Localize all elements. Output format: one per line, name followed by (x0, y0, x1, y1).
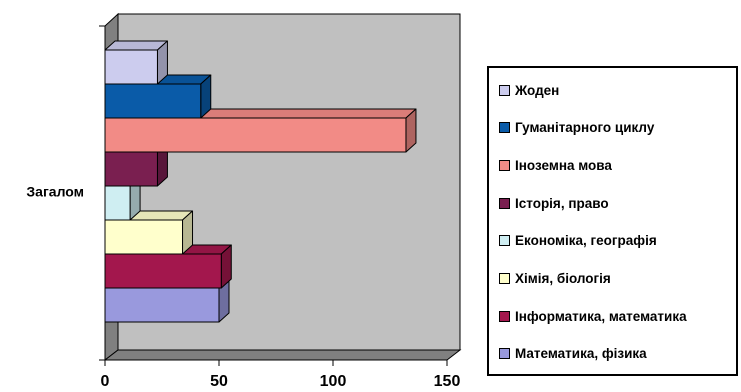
bar-top-face (104, 40, 168, 51)
bar-1 (104, 40, 168, 85)
legend-item: Хімія, біологія (499, 269, 611, 289)
legend-swatch (499, 197, 510, 209)
x-tick-label: 150 (434, 373, 461, 390)
legend-label: Математика, фізика (515, 346, 647, 362)
chart-legend: Жоден Гуманітарного циклу Іноземна мова Іст… (487, 66, 738, 376)
x-tick-label: 0 (101, 373, 110, 390)
bar-front-face (104, 117, 407, 153)
legend-swatch (499, 159, 510, 171)
legend-item: Економіка, географія (499, 231, 657, 251)
x-axis-ticks: 0 50 100 150 (101, 360, 461, 390)
legend-label: Економіка, географія (515, 233, 657, 249)
legend-swatch (499, 84, 510, 96)
x-tick-label: 100 (320, 373, 347, 390)
legend-swatch (499, 122, 510, 134)
bar-front-face (104, 219, 184, 255)
legend-item: Інформатика, математика (499, 306, 687, 326)
bar-front-face (104, 253, 222, 289)
bars-group (104, 40, 417, 323)
legend-item: Гуманітарного циклу (499, 118, 654, 138)
legend-label: Жоден (515, 82, 560, 98)
bar-front-face (104, 151, 158, 187)
legend-label: Гуманітарного циклу (515, 120, 655, 136)
x-tick-label: 50 (210, 373, 228, 390)
bar-front-face (104, 185, 131, 221)
legend-label: Інформатика, математика (515, 308, 687, 324)
bar-front-face (104, 49, 158, 85)
legend-swatch (499, 348, 510, 360)
legend-label: Хімія, біологія (515, 271, 611, 286)
legend-item: Математика, фізика (499, 344, 647, 364)
legend-swatch (499, 235, 510, 247)
category-label: Загалом (26, 184, 84, 200)
legend-swatch (499, 273, 510, 284)
legend-item: Жоден (499, 80, 559, 100)
legend-swatch (499, 310, 510, 322)
legend-item: Історія, право (499, 193, 609, 213)
plot-floor (103, 349, 462, 361)
legend-label: Історія, право (515, 195, 609, 211)
bar-front-face (104, 83, 202, 119)
legend-label: Іноземна мова (515, 157, 612, 173)
bar-front-face (104, 287, 220, 323)
legend-item: Іноземна мова (499, 155, 612, 175)
